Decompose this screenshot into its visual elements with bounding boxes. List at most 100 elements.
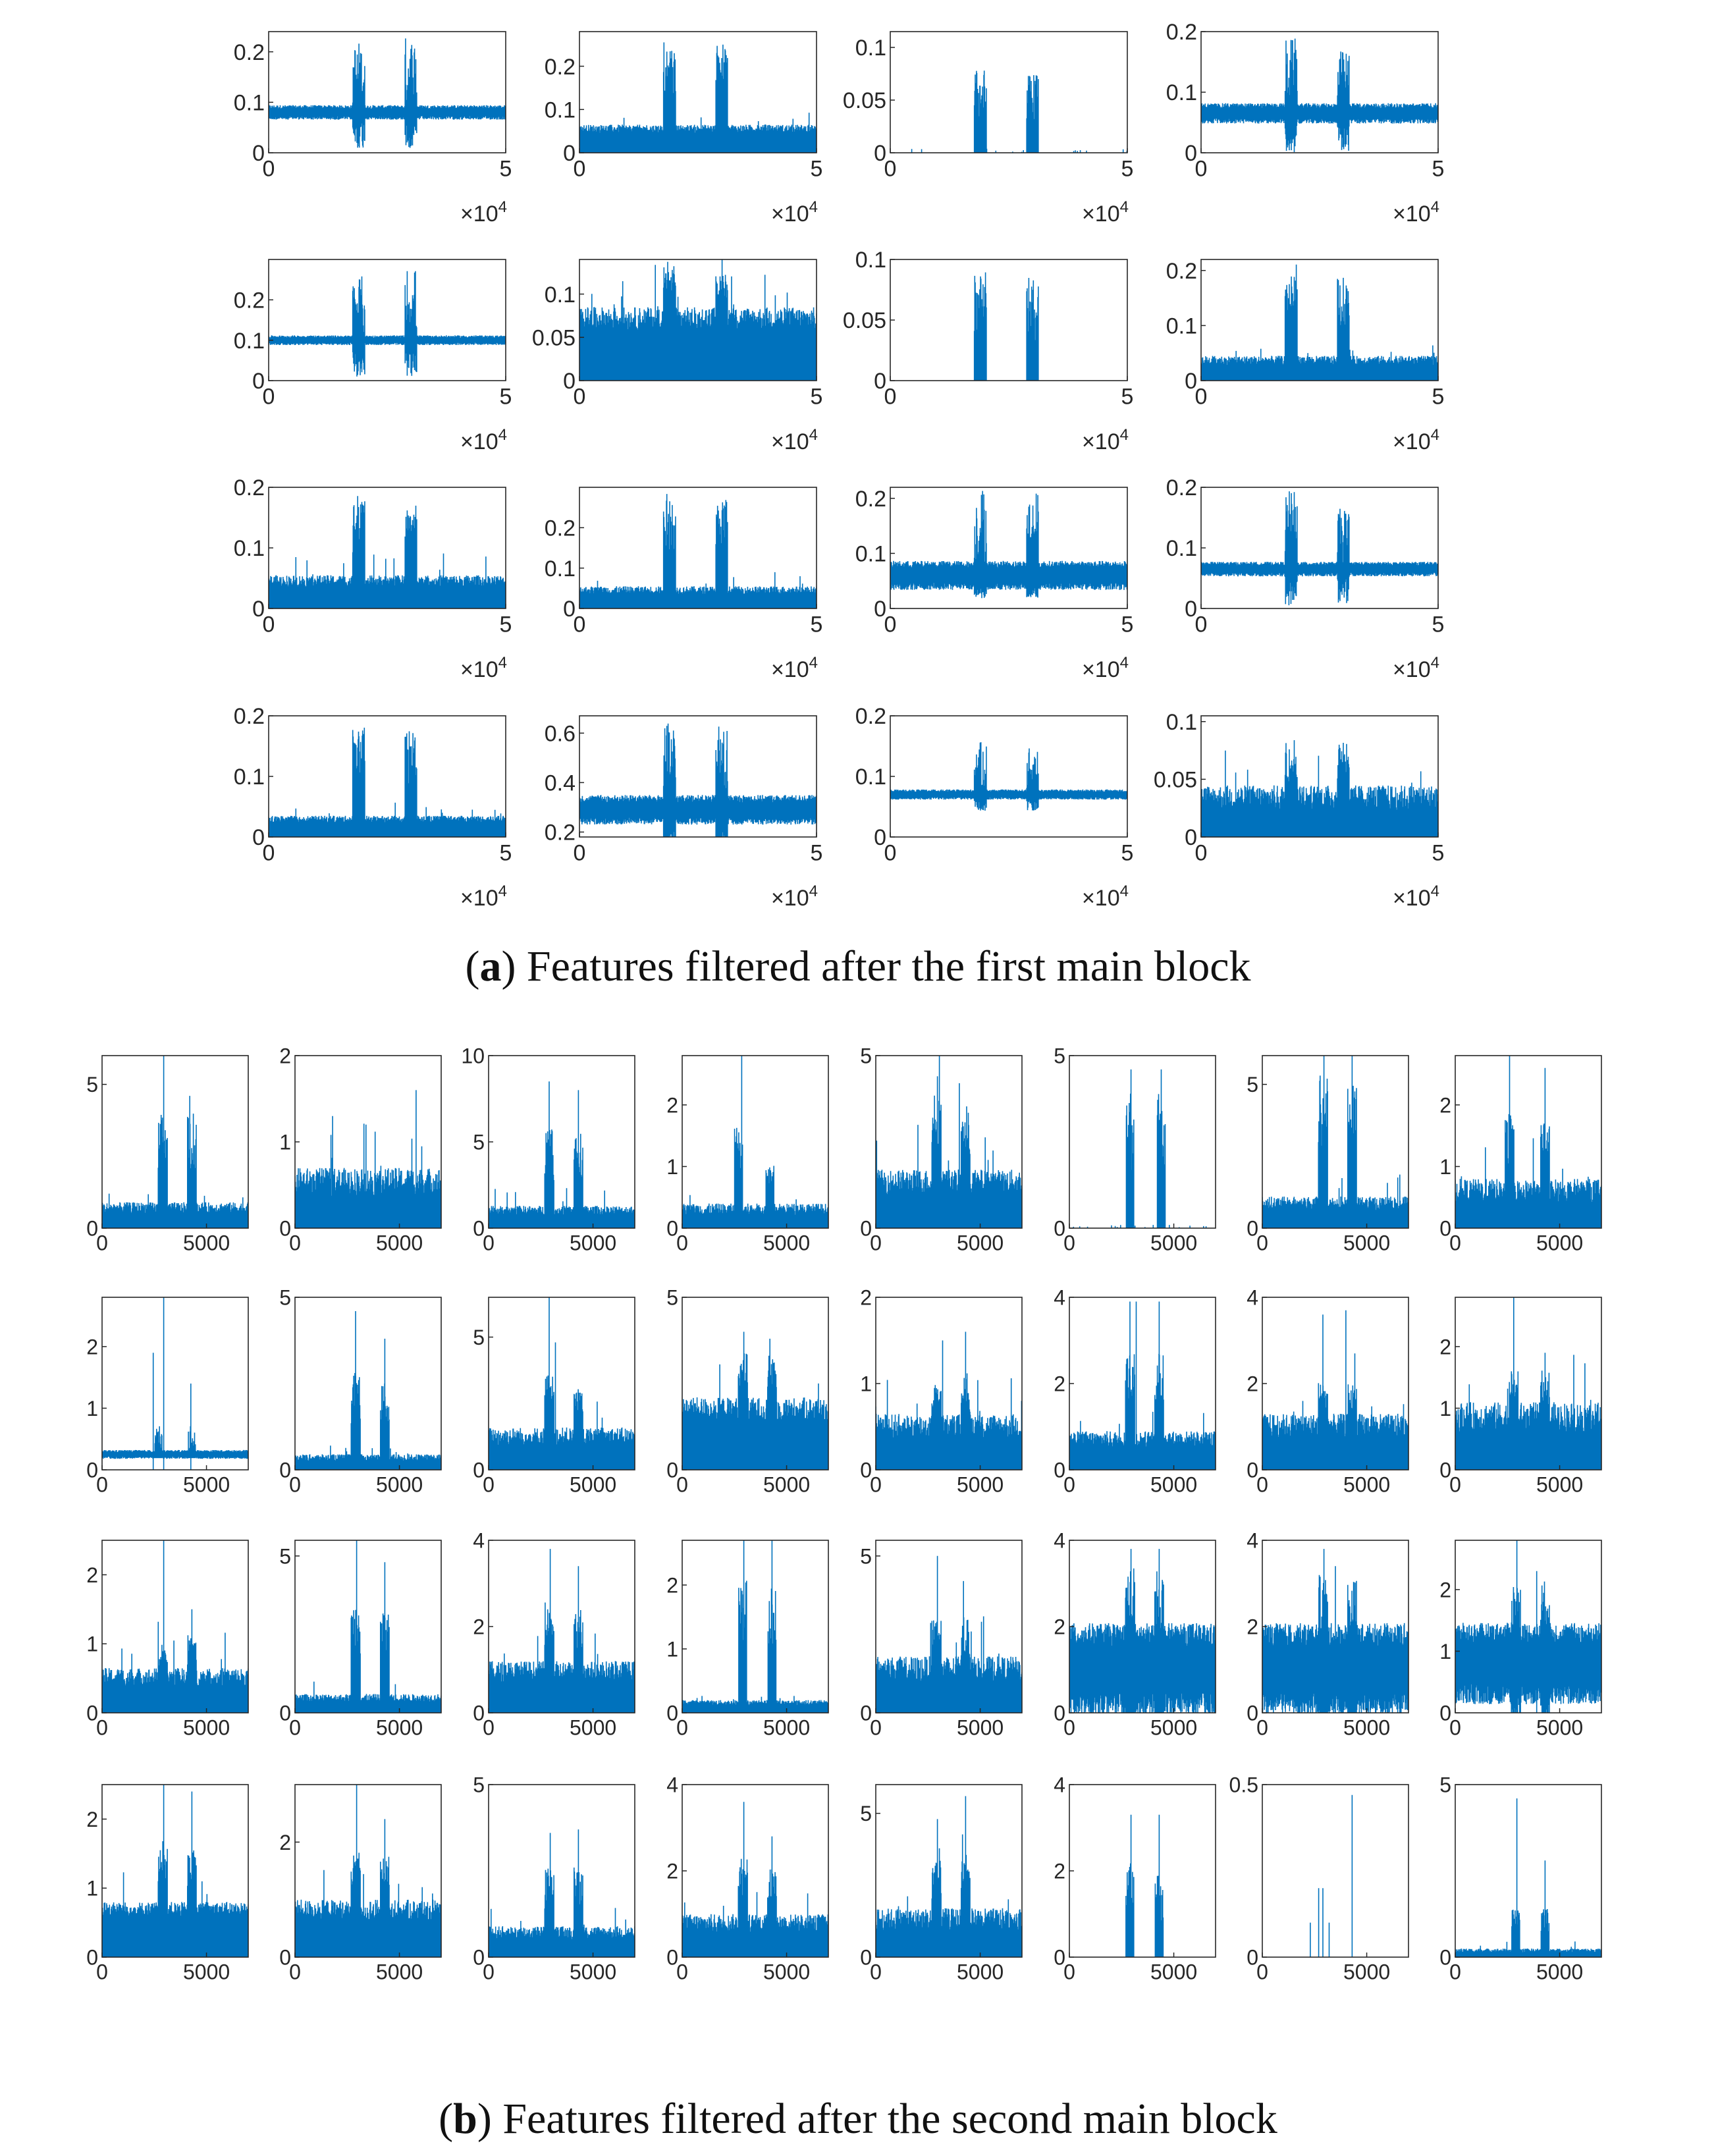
y-tick-label: 0.1 [855, 765, 886, 790]
subplot-b-2-7: 0 1 2 0 5000 [1439, 1540, 1602, 1740]
x-tick-label: 5000 [1343, 1716, 1390, 1740]
signal-trace [1262, 1549, 1408, 1713]
axes-frame [890, 487, 1128, 609]
x-tick-label: 0 [884, 612, 897, 637]
plot-background [269, 32, 506, 153]
x-tick-label: 0 [96, 1473, 108, 1497]
y-tick-label: 0 [860, 1702, 872, 1725]
caption-b-prefix: ( [439, 2095, 454, 2143]
signal-trace [682, 1540, 828, 1713]
y-tick-label: 0.1 [234, 91, 265, 116]
y-tick-label: 0.2 [545, 516, 576, 541]
y-tick-label: 0 [86, 1217, 98, 1241]
y-tick-label: 2 [1054, 1860, 1065, 1883]
signal-trace [489, 1297, 635, 1470]
x-exponent-label: ×104 [771, 654, 818, 682]
y-tick-label: 0.1 [855, 36, 886, 61]
plot-background [1201, 487, 1438, 608]
y-tick-label: 4 [1247, 1529, 1258, 1553]
y-tick-label: 0.2 [545, 821, 576, 846]
axes-frame [1455, 1297, 1602, 1470]
signal-trace [295, 1090, 441, 1228]
subplot-a-1-2: 0 0.05 0.1 0 5 ×104 [843, 248, 1134, 454]
x-tick-label: 0 [1449, 1473, 1461, 1497]
x-tick-label: 5000 [1150, 1716, 1197, 1740]
y-tick-label: 0.2 [234, 288, 265, 313]
caption-a-text: ) Features filtered after the first main… [501, 942, 1251, 990]
subplot-b-1-6: 0 2 4 0 5000 [1247, 1286, 1409, 1497]
axes-frame [875, 1784, 1023, 1958]
x-tick-label: 0 [1195, 385, 1208, 410]
y-tick-label: 2 [1247, 1615, 1258, 1639]
axes-frame [294, 1784, 442, 1958]
x-exponent-label: ×104 [1082, 654, 1129, 682]
axes-frame [579, 31, 817, 153]
y-tick-label: 0 [473, 1217, 485, 1241]
x-exponent-label: ×104 [460, 198, 507, 227]
x-tick-label: 0 [289, 1960, 301, 1984]
x-tick-label: 0 [1256, 1716, 1268, 1740]
axes-frame [1262, 1055, 1409, 1229]
x-tick-label: 5000 [763, 1473, 810, 1497]
x-tick-label: 5000 [1150, 1473, 1197, 1497]
y-tick-label: 0 [279, 1459, 291, 1482]
x-tick-label: 0 [1256, 1960, 1268, 1984]
subplot-a-1-1: 0 0.05 0.1 0 5 ×104 [532, 259, 822, 454]
y-tick-label: 0 [563, 141, 576, 166]
x-tick-label: 5000 [957, 1960, 1004, 1984]
y-tick-label: 0 [860, 1217, 872, 1241]
y-tick-label: 1 [1439, 1397, 1451, 1420]
y-tick-label: 0 [563, 369, 576, 394]
x-tick-label: 0 [1195, 157, 1208, 182]
signal-trace [1201, 264, 1438, 381]
x-tick-label: 5000 [183, 1960, 230, 1984]
subplot-b-3-0: 0 1 2 0 5000 [86, 1784, 249, 1984]
x-tick-label: 5 [500, 612, 512, 637]
x-exponent-label: ×104 [1082, 426, 1129, 454]
x-exponent-label: ×104 [771, 426, 818, 454]
axes-frame [488, 1297, 635, 1470]
x-exponent-label: ×104 [1393, 654, 1439, 682]
plot-background [682, 1540, 828, 1713]
subplot-a-2-0: 0 0.1 0.2 0 5 ×104 [234, 475, 512, 682]
y-tick-label: 1 [666, 1155, 678, 1179]
caption-a-prefix: ( [465, 942, 480, 990]
x-tick-label: 5000 [183, 1716, 230, 1740]
y-tick-label: 1 [86, 1632, 98, 1656]
y-tick-label: 0 [252, 825, 265, 850]
x-exponent-label: ×104 [460, 882, 507, 911]
y-tick-label: 0 [1185, 597, 1197, 622]
x-tick-label: 5000 [1536, 1231, 1583, 1255]
signal-trace [1201, 491, 1438, 606]
x-exponent-label: ×104 [1082, 198, 1129, 227]
y-tick-label: 0 [473, 1702, 485, 1725]
y-tick-label: 0.1 [545, 283, 576, 308]
y-tick-label: 0.1 [234, 536, 265, 561]
y-tick-label: 0 [1247, 1459, 1258, 1482]
y-tick-label: 0.05 [532, 326, 576, 351]
signal-trace [269, 496, 506, 608]
signal-trace [1069, 1549, 1216, 1713]
x-tick-label: 0 [676, 1231, 688, 1255]
y-tick-label: 0 [1439, 1217, 1451, 1241]
y-tick-label: 2 [1054, 1615, 1065, 1639]
axes-frame [579, 715, 817, 838]
x-tick-label: 5000 [376, 1716, 423, 1740]
x-tick-label: 5 [1121, 385, 1134, 410]
subplot-b-2-3: 0 1 2 0 5000 [666, 1540, 829, 1740]
signal-trace [1069, 1301, 1216, 1470]
y-tick-label: 0.2 [545, 55, 576, 80]
x-exponent-label: ×104 [771, 882, 818, 911]
y-tick-label: 0 [666, 1946, 678, 1970]
y-tick-label: 5 [666, 1286, 678, 1310]
y-tick-label: 1 [279, 1131, 291, 1154]
signal-trace [295, 1540, 441, 1713]
x-tick-label: 0 [263, 157, 275, 182]
axes-frame [1455, 1784, 1602, 1958]
y-tick-label: 1 [1439, 1155, 1451, 1179]
y-tick-label: 0.2 [1166, 20, 1197, 45]
y-tick-label: 0.2 [234, 475, 265, 500]
x-tick-label: 5000 [1343, 1231, 1390, 1255]
subplot-b-1-0: 0 1 2 0 5000 [86, 1297, 249, 1497]
y-tick-label: 0 [473, 1459, 485, 1482]
